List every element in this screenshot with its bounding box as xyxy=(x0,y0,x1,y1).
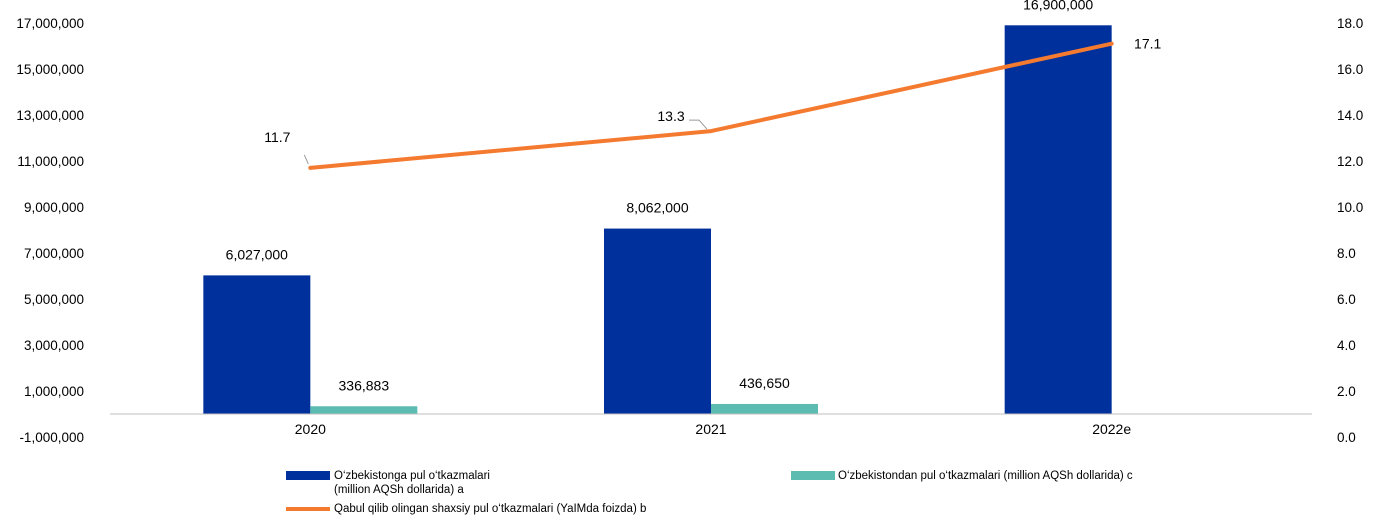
right-axis-tick-label: 10.0 xyxy=(1337,200,1363,215)
data-label-series-b: 13.3 xyxy=(657,108,684,124)
right-axis-tick-label: 2.0 xyxy=(1337,384,1356,399)
data-label-series-a: 8,062,000 xyxy=(626,200,688,216)
right-axis-tick-label: 6.0 xyxy=(1337,292,1356,307)
left-axis-tick-label: 15,000,000 xyxy=(16,62,84,77)
right-axis-tick-label: 0.0 xyxy=(1337,430,1356,445)
bar-series-c xyxy=(711,403,818,414)
data-label-series-b: 11.7 xyxy=(264,129,290,145)
left-axis-tick-label: -1,000,000 xyxy=(19,430,84,445)
bar-series-a xyxy=(203,275,311,414)
left-axis-tick-label: 17,000,000 xyxy=(16,16,84,31)
data-label-leader xyxy=(303,154,309,165)
bar-series-a xyxy=(1004,25,1112,415)
bar-series-a xyxy=(604,228,711,414)
data-label-series-b: 17.1 xyxy=(1134,36,1161,52)
category-label: 2021 xyxy=(695,421,726,437)
data-label-series-a: 6,027,000 xyxy=(226,246,288,262)
right-axis-tick-label: 4.0 xyxy=(1337,338,1356,353)
left-axis-tick-label: 5,000,000 xyxy=(24,292,84,307)
right-axis-tick-label: 12.0 xyxy=(1337,154,1363,169)
right-axis-tick-label: 14.0 xyxy=(1337,108,1363,123)
category-label: 2020 xyxy=(295,421,326,437)
left-axis-tick-label: 1,000,000 xyxy=(24,384,84,399)
left-axis-tick-label: 11,000,000 xyxy=(17,154,84,169)
bar-series-c xyxy=(310,406,418,414)
data-label-series-c: 336,883 xyxy=(339,377,390,393)
left-axis-tick-label: 3,000,000 xyxy=(24,338,84,353)
left-axis-tick-label: 9,000,000 xyxy=(24,200,84,215)
right-axis-tick-label: 16.0 xyxy=(1337,62,1363,77)
right-axis-tick-label: 8.0 xyxy=(1337,246,1356,261)
data-label-leader xyxy=(689,119,708,130)
right-axis-tick-label: 18.0 xyxy=(1337,16,1363,31)
data-label-series-a: 16,900,000 xyxy=(1023,0,1093,12)
line-series-b xyxy=(308,41,1114,170)
category-label: 2022e xyxy=(1092,421,1131,437)
left-axis-tick-label: 7,000,000 xyxy=(24,246,84,261)
data-label-series-c: 436,650 xyxy=(739,375,790,391)
left-axis-tick-label: 13,000,000 xyxy=(16,108,84,123)
